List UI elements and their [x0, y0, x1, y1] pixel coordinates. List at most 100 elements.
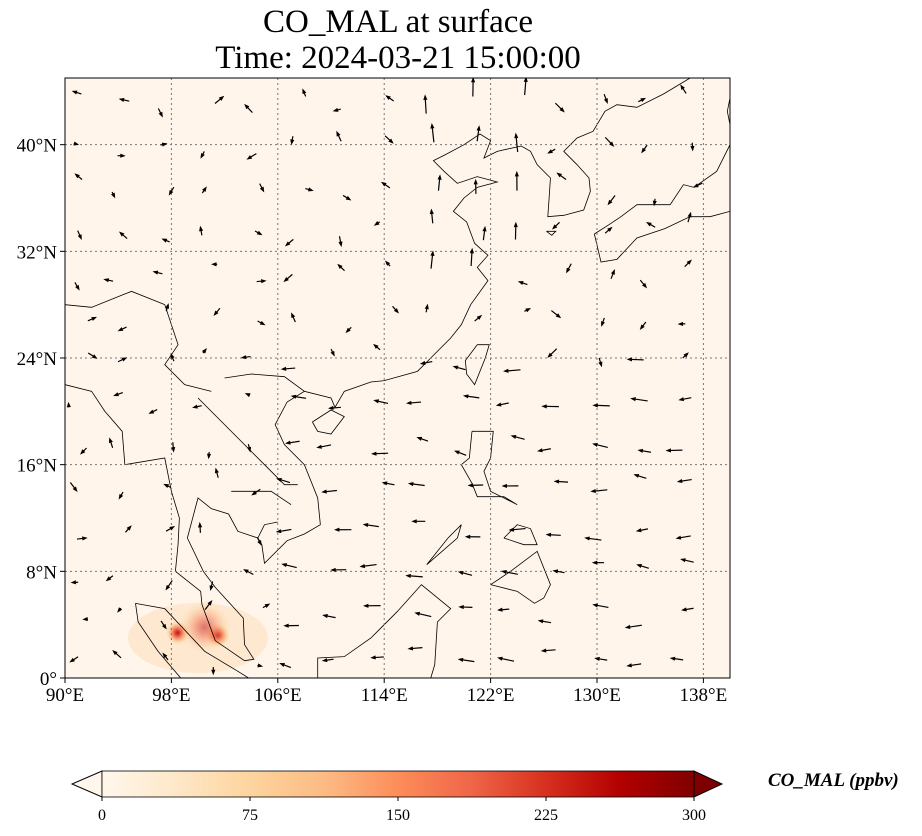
wind-arrow — [380, 181, 391, 189]
wind-arrow — [454, 450, 467, 456]
wind-arrow-head — [200, 152, 205, 159]
wind-arrow — [482, 225, 487, 241]
wind-arrow — [214, 467, 219, 478]
wind-arrow-head — [70, 580, 77, 585]
wind-arrow-head — [462, 394, 469, 399]
wind-arrow — [321, 489, 337, 494]
wind-arrow — [424, 303, 429, 313]
wind-arrow — [537, 448, 551, 453]
coastline — [593, 210, 730, 263]
wind-arrow-head — [322, 614, 328, 619]
wind-arrow — [322, 614, 336, 619]
wind-arrow — [601, 317, 605, 327]
wind-arrow — [592, 603, 609, 609]
wind-arrow — [551, 221, 561, 230]
wind-arrow-head — [69, 657, 75, 663]
wind-arrow-head — [556, 172, 563, 178]
wind-arrow-head — [275, 529, 282, 534]
colorbar-tick-label: 150 — [386, 807, 410, 824]
wind-arrow-head — [497, 607, 503, 612]
wind-arrow-head — [407, 646, 414, 651]
wind-arrow — [692, 182, 703, 188]
wind-arrow — [458, 605, 473, 610]
wind-arrow — [118, 97, 130, 102]
wind-arrow-head — [330, 567, 336, 572]
coastline — [65, 290, 165, 308]
wind-arrow — [157, 108, 163, 118]
wind-arrow — [345, 326, 352, 334]
wind-arrow-head — [514, 170, 519, 177]
wind-arrow-head — [384, 260, 391, 266]
wind-arrow — [452, 365, 466, 371]
wind-arrow-head — [362, 523, 369, 528]
wind-arrow — [603, 93, 608, 104]
wind-arrow-head — [559, 107, 565, 113]
wind-arrow-head — [75, 284, 80, 291]
wind-arrow — [471, 78, 476, 97]
coastline — [546, 230, 557, 236]
wind-arrow — [117, 326, 127, 332]
wind-arrow — [473, 178, 478, 194]
wind-arrow-head — [71, 90, 78, 95]
coastline — [426, 524, 462, 565]
wind-arrow — [598, 357, 603, 368]
wind-arrow-head — [118, 493, 124, 500]
coastline — [164, 304, 212, 392]
wind-arrow-head — [169, 526, 176, 531]
wind-arrow — [501, 483, 519, 489]
wind-arrow — [541, 404, 559, 409]
wind-arrow-head — [359, 564, 366, 569]
wind-arrow — [638, 97, 647, 103]
wind-arrow — [69, 656, 79, 663]
wind-arrow — [70, 580, 79, 585]
wind-arrow-head — [259, 186, 265, 193]
wind-arrow — [118, 491, 124, 500]
wind-arrow-head — [112, 649, 118, 656]
wind-arrow — [550, 310, 562, 319]
wind-arrow — [290, 136, 295, 145]
wind-arrow-head — [334, 527, 340, 532]
wind-arrow — [256, 279, 267, 284]
wind-arrow — [165, 526, 176, 532]
x-tick-label: 90°E — [46, 685, 84, 706]
wind-arrow-head — [192, 404, 198, 409]
wind-arrow-head — [332, 107, 339, 112]
wind-arrow-head — [495, 402, 502, 407]
colorbar-tick-label: 75 — [242, 807, 258, 824]
wind-arrow — [199, 225, 204, 236]
wind-arrow-head — [537, 448, 543, 453]
wind-arrow-head — [213, 310, 219, 317]
wind-arrow — [165, 580, 173, 591]
title-line-1: CO_MAL at surface — [262, 4, 534, 40]
wind-arrow — [103, 278, 114, 283]
wind-arrow — [211, 667, 216, 676]
wind-arrow-head — [665, 448, 672, 453]
wind-arrow — [517, 281, 528, 286]
wind-arrow-head — [594, 656, 600, 661]
wind-arrow-head — [284, 241, 291, 247]
wind-arrow-head — [385, 95, 391, 100]
wind-arrow-head — [80, 449, 86, 455]
wind-arrow — [429, 208, 434, 224]
wind-arrow-head — [280, 366, 287, 371]
wind-arrow — [163, 483, 172, 489]
wind-arrow-head — [411, 519, 417, 524]
wind-arrow — [170, 353, 175, 362]
wind-arrow-head — [82, 617, 88, 622]
wind-arrow — [211, 262, 218, 267]
coastline — [726, 97, 730, 125]
wind-arrow-head — [279, 663, 286, 667]
wind-arrow — [385, 95, 394, 102]
wind-arrow — [554, 102, 565, 113]
x-tick-label: 130°E — [573, 685, 621, 706]
wind-arrow — [423, 94, 428, 114]
wind-arrow-head — [517, 281, 524, 286]
wind-arrow — [407, 482, 425, 487]
wind-arrow — [363, 603, 381, 608]
coastline — [594, 144, 730, 235]
wind-arrow — [201, 348, 207, 354]
wind-arrow — [284, 440, 300, 445]
wind-arrow-head — [82, 536, 88, 541]
wind-arrow-head — [380, 181, 387, 187]
wind-arrow — [474, 314, 483, 322]
